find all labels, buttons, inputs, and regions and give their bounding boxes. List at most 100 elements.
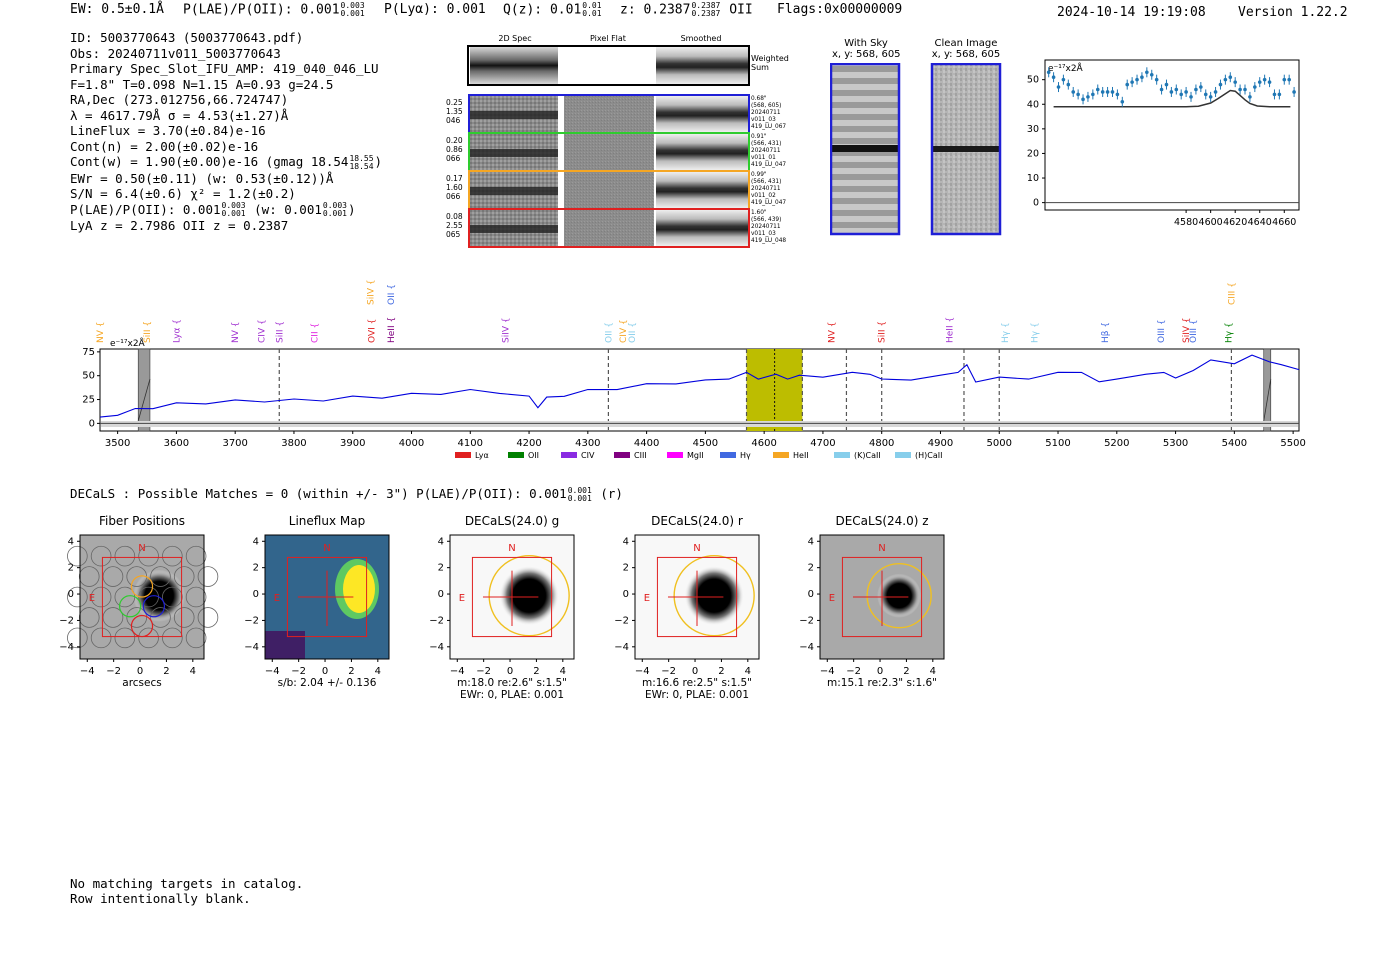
- fiber-circle: [185, 627, 207, 649]
- info-plae2-w-hi: 0.003: [322, 201, 347, 210]
- weighted-label-2: Sum: [751, 63, 769, 72]
- spectrum-line-label-11: CIV {: [619, 319, 629, 343]
- decals-xtick-label-3-0: −4: [635, 666, 650, 677]
- clean-image-titles: Clean Image x, y: 568, 605: [930, 38, 1002, 60]
- cutout-right-label-2-1: (566, 431): [751, 179, 781, 185]
- spectrum-grey-band-hatch-0: [137, 378, 151, 422]
- spectrum-legend-label-6: HeII: [793, 451, 809, 460]
- fiber-circle: [138, 545, 159, 567]
- spectrum-legend: Lyα OII CIV CIII MgII Hγ HeII (K)CaII (H)CaII: [455, 451, 942, 460]
- spectrum-xtick-label-6: 4100: [458, 438, 483, 449]
- cutout-right-label-1-0: 0.91": [751, 134, 767, 140]
- zoom-xtick-label-4: 4660: [1272, 217, 1296, 228]
- spectrum-xtick-label-11: 4600: [751, 438, 776, 449]
- cutout-pixelflat-0: [564, 96, 654, 132]
- zoom-point-14: [1115, 92, 1120, 97]
- decals-caption1-0: arcsecs: [122, 677, 161, 689]
- decals-panel-0: Fiber Positions N E 4 2 0 −2 −4 −4 −2 0 2 4 arcsecs: [59, 514, 219, 689]
- header-plae: P(LAE)/P(OII): 0.001 0.003 0.001: [183, 2, 366, 18]
- decals-xtick-label-4-2: 0: [877, 666, 883, 677]
- spectrum-yticks: 0 25 50 75: [82, 347, 100, 429]
- decals-compass-n-0: N: [138, 543, 145, 554]
- decals-caption1-4: m:15.1 re:2.3" s:1.6": [827, 677, 937, 689]
- spectrum-xtick-label-15: 5000: [987, 438, 1012, 449]
- cutout-right-label-0-1: (568, 605): [751, 103, 781, 109]
- cutout-right-label-3-3: v011_03: [751, 231, 776, 237]
- spectrum-line-label-8: HeII {: [387, 317, 397, 343]
- spectrum-chart: NV {SiII {Lyα {NV {CIV {SiII {CII {OVI {…: [82, 279, 1306, 460]
- decals-aperture-2: [488, 554, 570, 637]
- zoom-chart-frame: [1044, 59, 1300, 211]
- decals-caption2-2: EWr: 0, PLAE: 0.001: [460, 689, 564, 701]
- zoom-point-28: [1184, 90, 1188, 94]
- decals-xtick-label-1-3: 2: [348, 666, 354, 677]
- decals-panel-title-4: DECaLS(24.0) z: [835, 514, 928, 528]
- spectrum-dashed-lines: [278, 349, 1233, 431]
- cutout-trace-1: [470, 149, 558, 157]
- spectrum-line-label-7: OVI {: [368, 319, 378, 343]
- decals-ytick-label-0-2: 0: [68, 589, 74, 600]
- zoom-point-1: [1051, 75, 1056, 80]
- cutout-frame-3: [468, 208, 750, 248]
- zoom-point-10: [1095, 87, 1100, 92]
- spectrum-line-label-13: NV {: [828, 322, 838, 343]
- decals-compass-n-2: N: [508, 543, 515, 554]
- zoom-point-8: [1086, 95, 1090, 99]
- cutout-left-label-1-1: 0.86: [446, 145, 463, 154]
- spectrum-xtick-label-9: 4400: [634, 438, 659, 449]
- zoom-point-38: [1233, 80, 1237, 84]
- weighted-smoothed-image: [656, 47, 748, 84]
- with-sky-sub: x, y: 568, 605: [832, 49, 901, 60]
- decals-xtick-label-2-2: 0: [507, 666, 513, 677]
- spectrum-series: [99, 354, 1300, 424]
- spectrum-legend-swatch-6: [773, 452, 789, 458]
- decals-ytick-label-2-4: −4: [429, 642, 444, 653]
- spectrum-legend-swatch-8: [895, 452, 911, 458]
- fiber-circle: [78, 607, 100, 628]
- decals-caption1-1: s/b: 2.04 +/- 0.136: [278, 677, 377, 689]
- decals-title: DECaLS : Possible Matches = 0 (within +/…: [70, 486, 623, 503]
- spectrum-xtick-label-12: 4700: [810, 438, 835, 449]
- header-plae-hi: 0.003: [340, 1, 365, 10]
- footer-line2: Row intentionally blank.: [70, 891, 251, 906]
- decals-ytick-label-1-2: 0: [253, 589, 259, 600]
- zoom-point-18: [1135, 77, 1139, 82]
- spectrum-line-label-22: Hγ {: [1224, 322, 1234, 343]
- info-sn: S/N = 6.4(±0.6) χ² = 1.2(±0.2): [70, 186, 296, 201]
- cutout-right-label-1-4: 419_LU_047: [751, 162, 786, 168]
- cutout-pixelflat-1: [564, 134, 654, 170]
- decals-compass-e-4: E: [829, 593, 835, 604]
- info-ewr: EWr = 0.50(±0.11) (w: 0.53(±0.12))Å: [70, 170, 334, 186]
- spectrum-scale-label: e⁻¹⁷x2Å: [110, 337, 146, 349]
- decals-ytick-label-0-1: 2: [68, 563, 74, 574]
- spectrum-legend-label-4: MgII: [687, 451, 704, 460]
- decals-ytick-label-0-0: 4: [68, 536, 74, 547]
- fiber-highlight-2: [142, 595, 166, 618]
- spectrum-line-label-6: CII {: [311, 323, 321, 343]
- cutout-right-label-3-1: (566, 439): [751, 217, 781, 223]
- spectrum-noise-band: [101, 421, 1298, 427]
- zoom-xtick-label-0: 4580: [1174, 217, 1198, 228]
- decals-compass-n-4: N: [878, 543, 885, 554]
- clean-image-title: Clean Image: [934, 38, 998, 49]
- cutout-left-label-3-2: 065: [446, 230, 461, 239]
- decals-xtick-label-0-4: 4: [190, 666, 196, 677]
- zoom-point-30: [1194, 87, 1198, 92]
- info-contw-hi: 18.55: [349, 153, 374, 163]
- decals-ytick-label-3-3: −2: [614, 615, 629, 626]
- spectrum-ytick-label-1: 25: [82, 395, 95, 406]
- zoom-xtick-label-3: 4640: [1248, 217, 1272, 228]
- info-plae2-label: P(LAE)/P(OII): 0.001: [70, 201, 221, 217]
- decals-xtick-label-3-2: 0: [692, 666, 698, 677]
- decals-ytick-label-3-0: 4: [623, 536, 629, 547]
- spectrum-legend-label-7: (K)CaII: [854, 451, 881, 460]
- header-z-line: OII: [729, 2, 753, 18]
- decals-ytick-label-1-0: 4: [253, 536, 259, 547]
- decals-ytick-label-2-1: 2: [438, 563, 444, 574]
- spectrum-line-label-12: OII {: [628, 322, 638, 343]
- decals-ytick-label-2-2: 0: [438, 589, 444, 600]
- cutout-left-label-0-0: 0.25: [446, 98, 463, 107]
